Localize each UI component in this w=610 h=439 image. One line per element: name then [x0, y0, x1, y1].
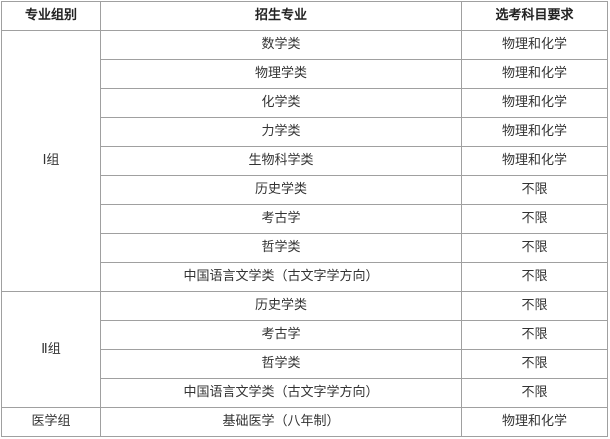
group-cell: Ⅱ组 — [1, 291, 101, 408]
major-cell: 物理学类 — [100, 59, 462, 89]
table-row: 生物科学类 物理和化学 — [2, 146, 608, 176]
table-row: 医学组 基础医学（八年制） 物理和化学 — [1, 407, 608, 437]
table-row: 物理学类 物理和化学 — [2, 59, 608, 89]
requirement-cell: 物理和化学 — [461, 117, 608, 147]
major-cell: 中国语言文学类（古文字学方向） — [100, 378, 462, 408]
major-cell: 考古学 — [100, 320, 462, 350]
header-requirement: 选考科目要求 — [461, 1, 608, 31]
table-row: 中国语言文学类（古文字学方向） 不限 — [2, 378, 608, 408]
requirement-cell: 物理和化学 — [461, 59, 608, 89]
header-group: 专业组别 — [1, 1, 101, 31]
requirement-cell: 不限 — [461, 378, 608, 408]
major-cell: 基础医学（八年制） — [100, 407, 462, 437]
group-cell: Ⅰ组 — [1, 30, 101, 292]
requirement-cell: 不限 — [461, 262, 608, 292]
group-cell: 医学组 — [1, 407, 101, 437]
requirement-cell: 不限 — [461, 175, 608, 205]
major-cell: 数学类 — [100, 30, 462, 60]
major-cell: 哲学类 — [100, 233, 462, 263]
major-cell: 考古学 — [100, 204, 462, 234]
header-major: 招生专业 — [100, 1, 462, 31]
major-cell: 力学类 — [100, 117, 462, 147]
table-row: 历史学类 不限 — [2, 175, 608, 205]
requirement-cell: 物理和化学 — [461, 30, 608, 60]
requirement-cell: 物理和化学 — [461, 88, 608, 118]
major-cell: 历史学类 — [100, 175, 462, 205]
table-row: Ⅱ组 历史学类 不限 — [1, 291, 608, 408]
requirement-cell: 不限 — [461, 320, 608, 350]
table-row: 力学类 物理和化学 — [2, 117, 608, 147]
major-cell: 哲学类 — [100, 349, 462, 379]
requirement-cell: 不限 — [461, 233, 608, 263]
header-row: 专业组别 招生专业 选考科目要求 — [1, 1, 608, 31]
requirement-cell: 物理和化学 — [461, 146, 608, 176]
table-row: 考古学 不限 — [2, 204, 608, 234]
table-row: 中国语言文学类（古文字学方向） 不限 — [2, 262, 608, 292]
requirement-cell: 不限 — [461, 291, 608, 321]
requirement-cell: 不限 — [461, 349, 608, 379]
major-cell: 生物科学类 — [100, 146, 462, 176]
major-cell: 历史学类 — [100, 291, 462, 321]
table-row: 哲学类 不限 — [2, 233, 608, 263]
major-cell: 中国语言文学类（古文字学方向） — [100, 262, 462, 292]
requirement-cell: 物理和化学 — [461, 407, 608, 437]
major-cell: 化学类 — [100, 88, 462, 118]
requirement-cell: 不限 — [461, 204, 608, 234]
table-body: Ⅰ组 数学类 物理和化学 物理学类 物理和化学 化学类 物理和化学 力学类 物理和化学 生物科学类… — [1, 30, 608, 437]
table-row: 考古学 不限 — [2, 320, 608, 350]
table-row: Ⅰ组 数学类 物理和化学 — [1, 30, 608, 292]
